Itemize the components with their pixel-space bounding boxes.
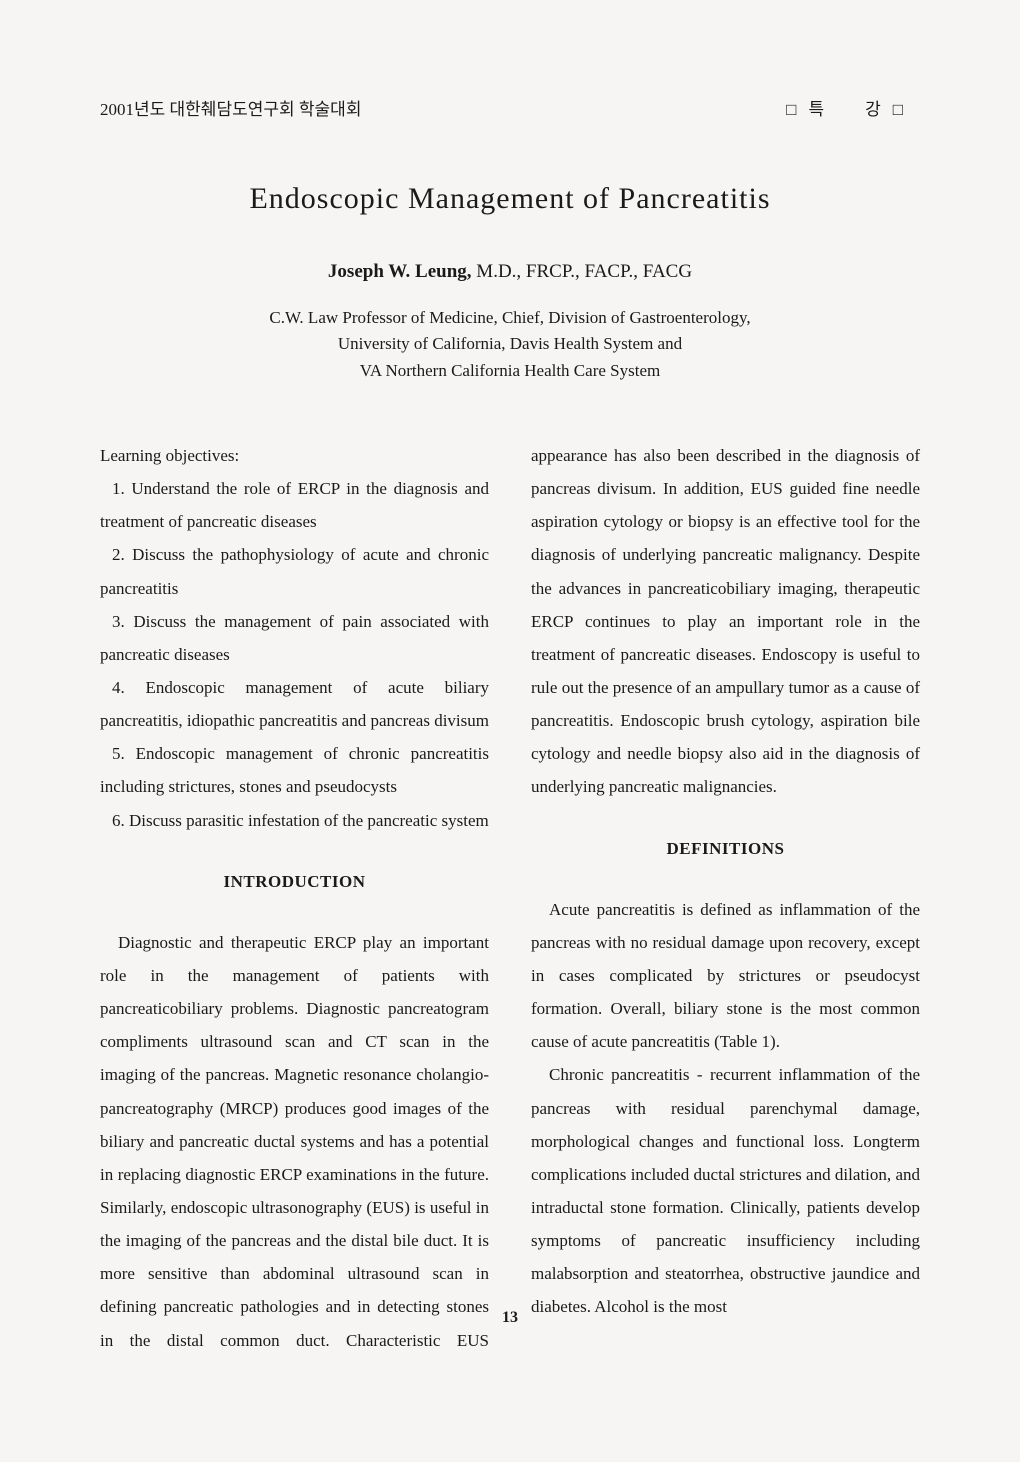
author-line: Joseph W. Leung, M.D., FRCP., FACP., FAC… — [100, 261, 920, 283]
header-left: 2001년도 대한췌담도연구회 학술대회 — [100, 95, 361, 120]
definitions-p1: Acute pancreatitis is defined as inflamm… — [531, 893, 920, 1059]
body-columns: Learning objectives: 1. Understand the r… — [100, 439, 920, 1357]
objectives-label: Learning objectives: — [100, 439, 489, 472]
page-number: 13 — [100, 1309, 920, 1327]
definitions-heading: DEFINITIONS — [531, 832, 920, 865]
objective-4: 4. Endoscopic management of acute biliar… — [100, 671, 489, 737]
objective-1: 1. Understand the role of ERCP in the di… — [100, 472, 489, 538]
affiliation-line-1: C.W. Law Professor of Medicine, Chief, D… — [100, 305, 920, 331]
author-credentials: M.D., FRCP., FACP., FACG — [472, 261, 693, 282]
objective-2: 2. Discuss the pathophysiology of acute … — [100, 538, 489, 604]
page-header: 2001년도 대한췌담도연구회 학술대회 □특 강□ — [100, 95, 920, 120]
objective-5: 5. Endoscopic management of chronic panc… — [100, 737, 489, 803]
author-affiliation: C.W. Law Professor of Medicine, Chief, D… — [100, 305, 920, 384]
author-name: Joseph W. Leung, — [328, 261, 472, 282]
introduction-heading: INTRODUCTION — [100, 865, 489, 898]
objective-6: 6. Discuss parasitic infestation of the … — [100, 804, 489, 837]
objective-3: 3. Discuss the management of pain associ… — [100, 605, 489, 671]
definitions-p2: Chronic pancreatitis - recurrent inflamm… — [531, 1058, 920, 1323]
affiliation-line-3: VA Northern California Health Care Syste… — [100, 358, 920, 384]
affiliation-line-2: University of California, Davis Health S… — [100, 331, 920, 357]
header-right: □특 강□ — [786, 95, 920, 120]
article-title: Endoscopic Management of Pancreatitis — [100, 182, 920, 216]
